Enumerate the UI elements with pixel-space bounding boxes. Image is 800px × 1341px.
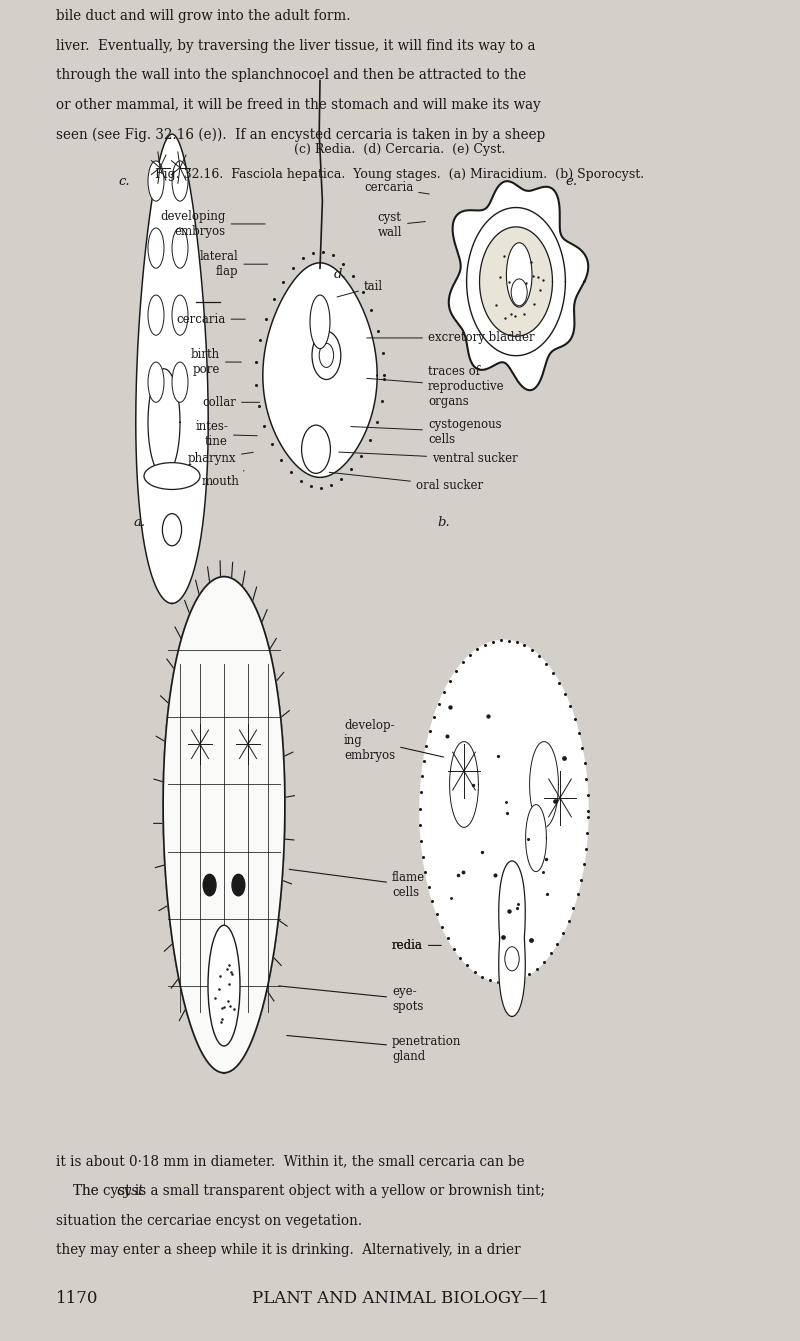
Polygon shape	[530, 742, 558, 827]
Text: The: The	[56, 1184, 103, 1198]
Ellipse shape	[172, 161, 188, 201]
Polygon shape	[449, 181, 588, 390]
Text: redia: redia	[392, 939, 423, 952]
Text: traces of
reproductive
organs: traces of reproductive organs	[366, 365, 505, 408]
Text: a.: a.	[134, 516, 146, 528]
Ellipse shape	[172, 362, 188, 402]
Text: ventral sucker: ventral sucker	[338, 452, 518, 465]
Text: cyst
wall: cyst wall	[378, 212, 426, 239]
Polygon shape	[526, 805, 546, 872]
Text: they may enter a sheep while it is drinking.  Alternatively, in a drier: they may enter a sheep while it is drink…	[56, 1243, 521, 1257]
Text: through the wall into the splanchnocoel and then be attracted to the: through the wall into the splanchnocoel …	[56, 68, 526, 82]
Text: pharynx: pharynx	[187, 452, 254, 465]
Text: birth
pore: birth pore	[191, 349, 242, 375]
Ellipse shape	[172, 295, 188, 335]
Text: bile duct and will grow into the adult form.: bile duct and will grow into the adult f…	[56, 9, 350, 23]
Text: eye-
spots: eye- spots	[278, 986, 423, 1012]
Ellipse shape	[148, 161, 164, 201]
Circle shape	[203, 874, 216, 896]
Circle shape	[511, 279, 527, 306]
Circle shape	[505, 947, 519, 971]
Polygon shape	[163, 577, 285, 1073]
Circle shape	[302, 425, 330, 473]
Polygon shape	[136, 134, 208, 603]
Ellipse shape	[148, 362, 164, 402]
Text: oral sucker: oral sucker	[329, 472, 483, 492]
Text: situation the cercariae encyst on vegetation.: situation the cercariae encyst on vegeta…	[56, 1214, 362, 1227]
Circle shape	[232, 874, 245, 896]
Ellipse shape	[310, 295, 330, 349]
Text: developing
embryos: developing embryos	[160, 211, 266, 237]
Text: or other mammal, it will be freed in the stomach and will make its way: or other mammal, it will be freed in the…	[56, 98, 541, 111]
Text: seen (see Fig. 32.16 (e)).  If an encysted cercaria is taken in by a sheep: seen (see Fig. 32.16 (e)). If an encyste…	[56, 127, 546, 142]
Text: (c) Redia.  (d) Cercaria.  (e) Cyst.: (c) Redia. (d) Cercaria. (e) Cyst.	[294, 143, 506, 157]
Text: The: The	[56, 1184, 103, 1198]
Text: flame
cells: flame cells	[289, 869, 425, 898]
Text: mouth: mouth	[202, 471, 244, 488]
Circle shape	[162, 514, 182, 546]
Text: lateral
flap: lateral flap	[200, 251, 268, 278]
Text: intes-
tine: intes- tine	[195, 421, 258, 448]
Polygon shape	[263, 263, 378, 477]
Polygon shape	[420, 641, 588, 982]
Text: redia: redia	[392, 939, 442, 952]
Text: penetration
gland: penetration gland	[286, 1035, 462, 1062]
Text: tail: tail	[337, 280, 383, 296]
Ellipse shape	[148, 295, 164, 335]
Text: collar: collar	[202, 396, 260, 409]
Text: The cyst is a small transparent object with a yellow or brownish tint;: The cyst is a small transparent object w…	[56, 1184, 545, 1198]
Polygon shape	[450, 742, 478, 827]
Text: it is about 0·18 mm in diameter.  Within it, the small cercaria can be: it is about 0·18 mm in diameter. Within …	[56, 1155, 525, 1168]
Ellipse shape	[506, 243, 532, 307]
Text: 1170: 1170	[56, 1290, 98, 1307]
Text: d.: d.	[334, 268, 346, 280]
Text: liver.  Eventually, by traversing the liver tissue, it will find its way to a: liver. Eventually, by traversing the liv…	[56, 39, 535, 52]
Text: e.: e.	[566, 176, 578, 188]
Circle shape	[319, 343, 334, 367]
Ellipse shape	[172, 228, 188, 268]
Text: Fig. 32.16.  Fasciola hepatica.  Young stages.  (a) Miracidium.  (b) Sporocyst.: Fig. 32.16. Fasciola hepatica. Young sta…	[155, 168, 645, 181]
Polygon shape	[479, 227, 553, 337]
Text: develop-
ing
embryos: develop- ing embryos	[344, 719, 444, 762]
Ellipse shape	[148, 228, 164, 268]
Text: b.: b.	[438, 516, 450, 528]
Text: cyst: cyst	[116, 1184, 143, 1198]
Circle shape	[312, 331, 341, 380]
Ellipse shape	[208, 925, 240, 1046]
Text: PLANT AND ANIMAL BIOLOGY—1: PLANT AND ANIMAL BIOLOGY—1	[251, 1290, 549, 1307]
Text: cercaria: cercaria	[364, 181, 430, 194]
Text: cystogenous
cells: cystogenous cells	[350, 418, 502, 445]
Ellipse shape	[144, 463, 200, 489]
Text: c.: c.	[118, 176, 130, 188]
Text: cercaria: cercaria	[176, 312, 246, 326]
Polygon shape	[498, 861, 526, 1016]
Text: excretory bladder: excretory bladder	[366, 331, 534, 345]
